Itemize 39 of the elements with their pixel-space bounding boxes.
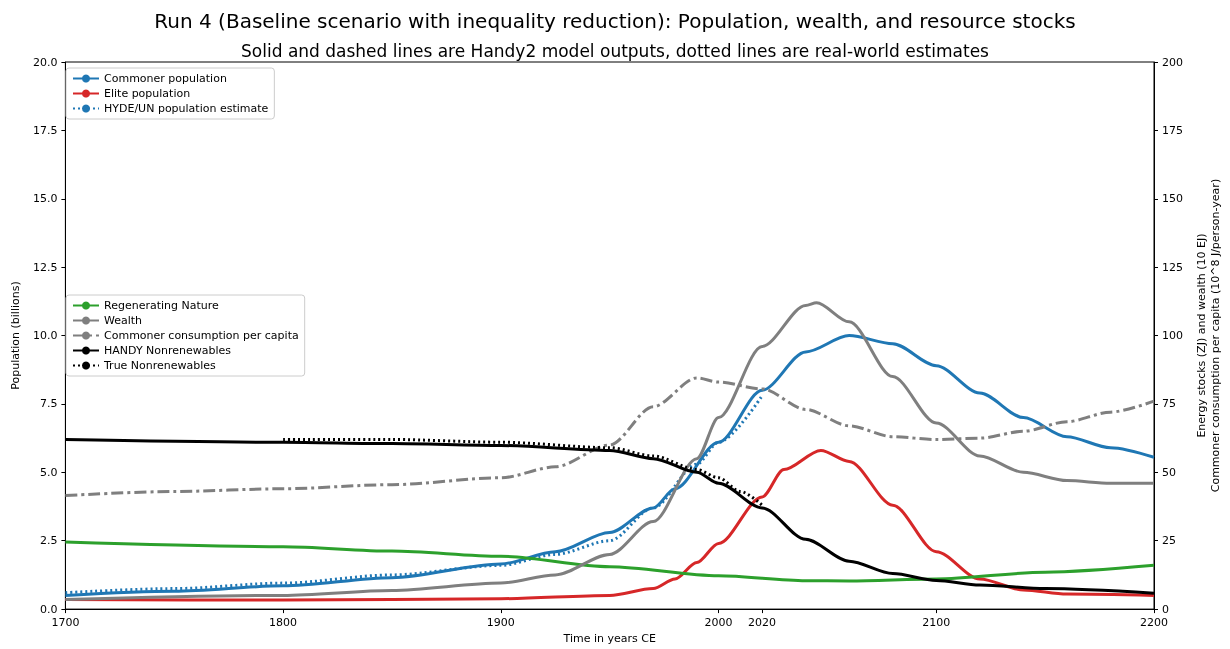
y-axis-title: Population (billions) [8,281,22,390]
y-tick-label: 7.5 [39,397,58,411]
x-tick-label: 1700 [51,616,80,630]
y2-axis-title: Energy stocks (ZJ) and wealth (10 EJ) Commoner consumption per capita (10^8 J/person-year) [1194,178,1222,493]
y2-tick-label: 200 [1162,55,1183,69]
y2-tick-label: 150 [1162,192,1183,206]
chart-title: Run 4 (Baseline scenario with inequality reduction): Population, wealth, and resource stocks [154,9,1076,33]
y2-tick-label: 100 [1162,329,1183,343]
y-tick-label: 20.0 [32,55,58,69]
x-tick-label: 2200 [1140,616,1168,630]
x-tick-label: 2000 [704,616,733,630]
y2-tick-label: 175 [1162,123,1183,137]
legend-label: HYDE/UN population estimate [104,102,269,115]
line-series [63,540,1156,583]
y2-tick-label: 75 [1162,397,1176,411]
legend-label: Commoner population [104,72,227,85]
y2-tick-label: 0 [1162,602,1169,616]
legend-label: True Nonrenewables [103,359,217,372]
y-tick-label: 0.0 [39,602,58,616]
legend-label: Elite population [104,87,191,100]
y-tick-label: 10.0 [32,329,58,343]
legend-label: Commoner consumption per capita [104,329,299,342]
x-axis-title: Time in years CE [562,632,656,645]
y-tick-label: 17.5 [32,123,58,137]
y2-tick-label: 125 [1162,260,1183,274]
y-tick-label: 12.5 [32,260,58,274]
x-tick-label: 2100 [922,616,951,630]
x-tick-label: 2020 [748,616,777,630]
y2-tick-label: 50 [1162,465,1176,479]
x-tick-label: 1900 [486,616,515,630]
y-tick-label: 2.5 [39,534,58,548]
y-tick-label: 5.0 [39,465,58,479]
y-tick-label: 15.0 [32,192,58,206]
legend-label: HANDY Nonrenewables [104,344,232,357]
x-tick-label: 1800 [269,616,298,630]
chart-subtitle: Solid and dashed lines are Handy2 model outputs, dotted lines are real-world estimates [241,40,990,61]
legend-label: Wealth [104,314,143,327]
y2-tick-label: 25 [1162,534,1176,548]
legend-label: Regenerating Nature [104,299,220,312]
